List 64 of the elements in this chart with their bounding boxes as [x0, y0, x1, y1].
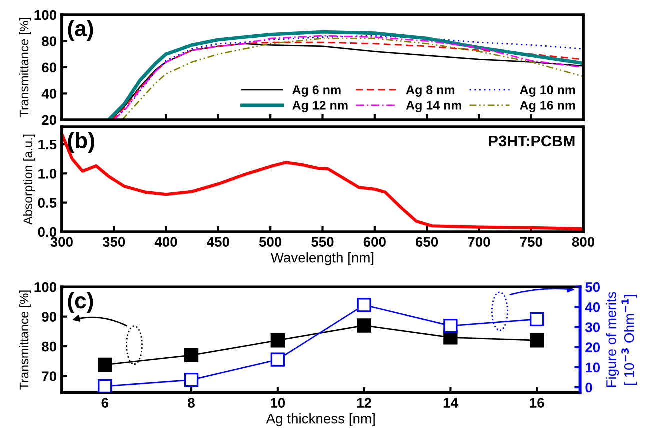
x-tick-label: 600: [364, 237, 386, 248]
x-tick-label: 400: [154, 237, 178, 248]
annotation: (b): [68, 132, 94, 153]
x-tick-label: 450: [207, 237, 230, 248]
y-tick-label: 80: [42, 342, 57, 352]
legend-label: Ag 14 nm: [406, 101, 462, 112]
point: [98, 358, 112, 372]
x-axis-title: Ag thickness [nm]: [266, 414, 375, 426]
y2-axis-title: Figure of merits [ 10$^{−3}$ Ohm$^{−1}$]: [606, 292, 638, 388]
y2-tick-label: 20: [586, 342, 600, 353]
legend-label: Ag 6 nm: [292, 86, 341, 97]
x-tick-label: 12: [357, 398, 372, 408]
x-tick-label: 500: [259, 237, 282, 248]
x-tick-label: 8: [188, 398, 195, 408]
point: [270, 334, 285, 348]
annotation: P3HT:PCBM: [489, 136, 575, 147]
point: [98, 379, 112, 393]
y2-tick-label: 30: [585, 322, 600, 332]
x-tick-label: 300: [50, 237, 73, 248]
y-axis-title: Absorption [a.u.]: [23, 134, 35, 225]
y-tick-label: 100: [34, 282, 57, 292]
y-tick-label: 1.0: [38, 168, 57, 179]
x-tick-label: 550: [312, 237, 334, 248]
x-tick-label: 350: [102, 237, 126, 248]
y-axis-title: Transmittance [%]: [19, 18, 32, 118]
y2-tick-label: 10: [586, 362, 600, 373]
annotation: (c): [68, 292, 94, 314]
x-tick-label: 700: [468, 237, 490, 248]
point: [444, 318, 458, 334]
y2-tick-label: 40: [585, 302, 600, 312]
y-tick-label: 60: [42, 62, 57, 73]
point: [184, 372, 199, 388]
legend-label: Ag 16 nm: [520, 101, 576, 112]
x-axis-title: Wavelength [nm]: [270, 252, 374, 266]
y-tick-label: 70: [42, 372, 57, 382]
point: [357, 318, 372, 333]
x-tick-label: 16: [530, 398, 544, 408]
y-tick-label: 0.5: [38, 198, 57, 208]
y-tick-label: 40: [42, 89, 57, 99]
x-tick-label: 800: [572, 237, 595, 248]
point: [184, 348, 199, 363]
y-tick-label: 80: [42, 36, 57, 46]
point: [530, 334, 544, 348]
line-series: [62, 132, 584, 231]
legend-label: Ag 10 nm: [520, 86, 576, 97]
legend-label: Ag 8 nm: [406, 86, 455, 97]
x-tick-label: 14: [444, 398, 458, 408]
y-axis-title: Transmittance [%]: [19, 290, 32, 390]
y-tick-label: 100: [34, 10, 57, 20]
y-tick-label: 1.5: [38, 140, 57, 150]
x-tick-label: 650: [416, 237, 438, 248]
point: [270, 352, 285, 367]
y-tick-label: 0.0: [38, 227, 57, 238]
y2-tick-label: 0: [586, 382, 592, 393]
x-tick-label: 10: [271, 398, 286, 408]
point: [357, 298, 372, 312]
y2-tick-label: 50: [586, 282, 600, 292]
y-tick-label: 90: [42, 312, 57, 322]
x-tick-label: 750: [520, 237, 542, 248]
x-tick-label: 6: [102, 398, 108, 408]
legend-label: Ag 12 nm: [292, 101, 348, 112]
y-tick-label: 20: [42, 115, 57, 126]
point: [530, 312, 544, 327]
annotation: (a): [68, 20, 94, 41]
